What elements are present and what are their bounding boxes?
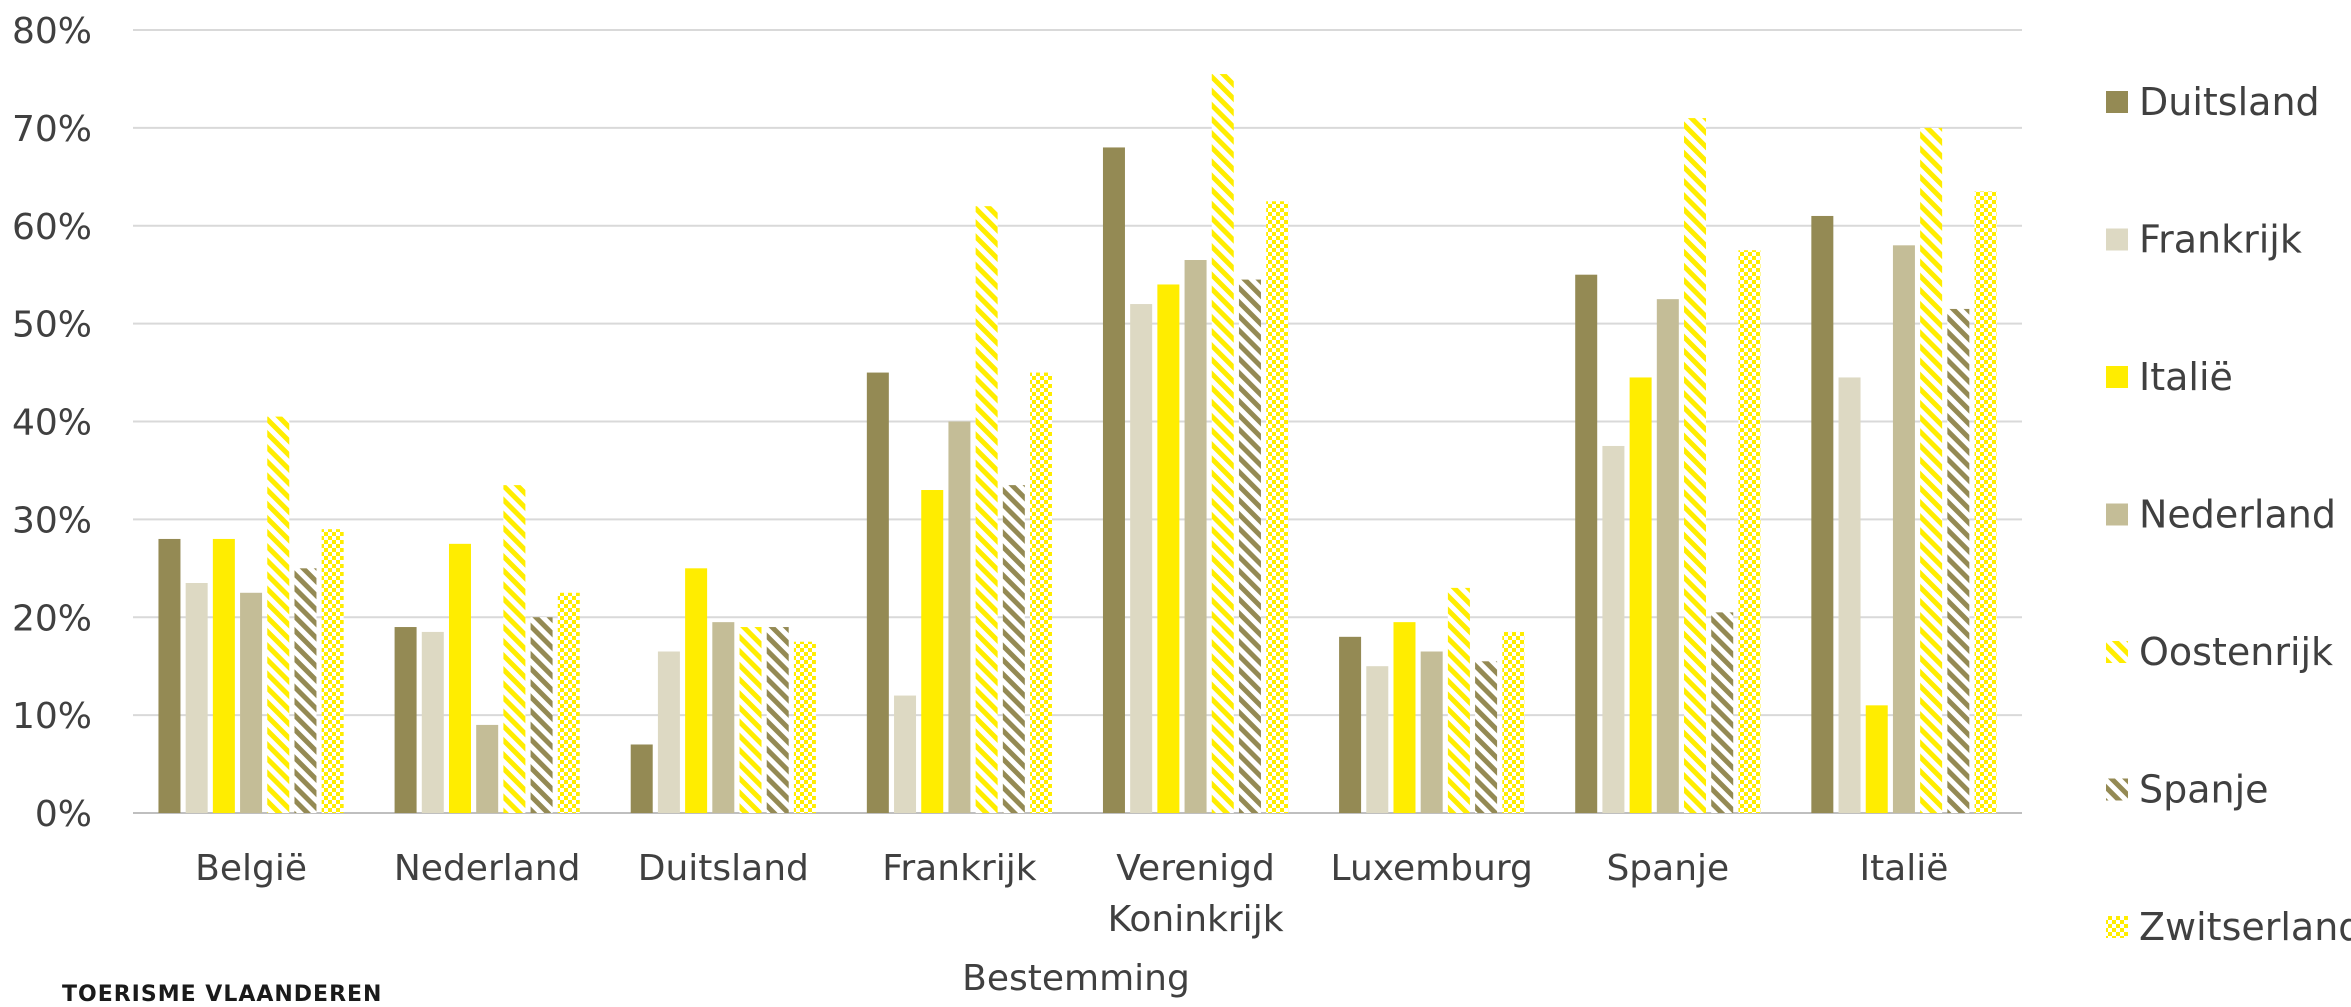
bar <box>212 538 235 813</box>
bar <box>476 724 499 813</box>
bar <box>685 568 708 813</box>
bar <box>1738 250 1761 813</box>
bar <box>1266 201 1289 813</box>
y-tick-label: 40% <box>12 403 92 444</box>
bar <box>1502 631 1525 813</box>
bar <box>1656 299 1679 813</box>
legend-swatch <box>2106 641 2128 663</box>
bar <box>158 538 181 813</box>
x-tick-label: Nederland <box>394 848 581 889</box>
bar <box>1920 127 1943 813</box>
y-tick-label: 20% <box>12 598 92 639</box>
y-tick-label: 80% <box>12 11 92 52</box>
x-tick-label: Verenigd Koninkrijk <box>1108 848 1284 940</box>
x-tick-label: Luxemburg <box>1331 848 1533 889</box>
bar <box>975 206 998 814</box>
x-tick-label: Spanje <box>1606 848 1729 889</box>
x-tick-label: Duitsland <box>638 848 809 889</box>
legend: Duitsland Frankrijk Italië Nederland Oostenr… <box>2106 80 2351 949</box>
bar <box>1892 245 1915 813</box>
bar <box>1838 377 1861 813</box>
x-axis: België Nederland Duitsland Frankrijk Verenig… <box>195 848 1948 940</box>
legend-label: Duitsland <box>2139 80 2320 124</box>
bar <box>1711 612 1734 813</box>
legend-swatch <box>2106 366 2128 388</box>
bar <box>1575 274 1598 813</box>
bar <box>267 416 290 813</box>
y-tick-label: 30% <box>12 500 92 541</box>
bar <box>1393 622 1416 813</box>
legend-label: Oostenrijk <box>2139 630 2333 674</box>
bar <box>240 592 263 813</box>
legend-swatch <box>2106 503 2128 526</box>
bar <box>394 627 417 813</box>
y-tick-label: 70% <box>12 109 92 150</box>
bar <box>630 744 653 813</box>
gridlines <box>133 29 2022 814</box>
bar <box>557 592 580 813</box>
y-tick-label: 60% <box>12 207 92 248</box>
bar <box>1447 587 1470 813</box>
bar <box>1157 284 1180 814</box>
bar <box>739 627 762 813</box>
bar <box>766 627 789 813</box>
bar <box>321 529 344 813</box>
y-tick-label: 50% <box>12 305 92 346</box>
legend-label: Spanje <box>2139 768 2269 812</box>
bar <box>530 617 553 813</box>
y-tick-label: 0% <box>35 794 92 835</box>
bar <box>185 582 208 813</box>
bar <box>866 372 889 813</box>
bar <box>1238 279 1261 813</box>
legend-swatch <box>2106 228 2128 251</box>
bar <box>1865 705 1888 813</box>
footer-brand: TOERISME VLAANDEREN <box>62 982 383 1007</box>
bar <box>657 651 680 813</box>
bar <box>1811 215 1834 813</box>
bar <box>1974 191 1997 813</box>
bar <box>503 485 526 813</box>
legend-swatch <box>2106 91 2128 113</box>
bar <box>1684 118 1707 813</box>
bar <box>712 622 735 813</box>
legend-swatch <box>2106 778 2128 801</box>
bar <box>793 641 816 813</box>
bar <box>1947 308 1970 813</box>
legend-label: Italië <box>2139 355 2233 399</box>
bar <box>1211 74 1234 813</box>
legend-label: Zwitserland <box>2139 905 2351 949</box>
x-tick-label: Frankrijk <box>882 848 1036 889</box>
bar <box>1002 485 1025 813</box>
y-axis: 0% 10% 20% 30% 40% 50% 60% 70% 80% <box>12 11 92 835</box>
bar <box>1184 260 1207 814</box>
bar <box>1102 147 1125 813</box>
bar <box>1602 445 1625 813</box>
bar <box>421 631 444 813</box>
bar <box>894 695 917 813</box>
x-tick-label: Italië <box>1859 848 1948 889</box>
bar <box>921 490 944 813</box>
bar <box>448 543 471 813</box>
bar <box>1339 636 1362 813</box>
x-axis-title: Bestemming <box>962 958 1190 999</box>
legend-label: Frankrijk <box>2139 218 2302 262</box>
x-tick-label: België <box>195 848 307 889</box>
bar <box>1475 661 1498 813</box>
bar <box>1629 377 1652 813</box>
legend-label: Nederland <box>2139 493 2336 537</box>
legend-swatch <box>2106 916 2128 938</box>
bar <box>1366 666 1389 813</box>
bar <box>948 421 971 813</box>
bar <box>1130 304 1153 813</box>
bar <box>1030 372 1053 813</box>
bar <box>294 568 317 813</box>
bars <box>158 74 1997 814</box>
bar <box>1420 651 1443 813</box>
y-tick-label: 10% <box>12 696 92 737</box>
